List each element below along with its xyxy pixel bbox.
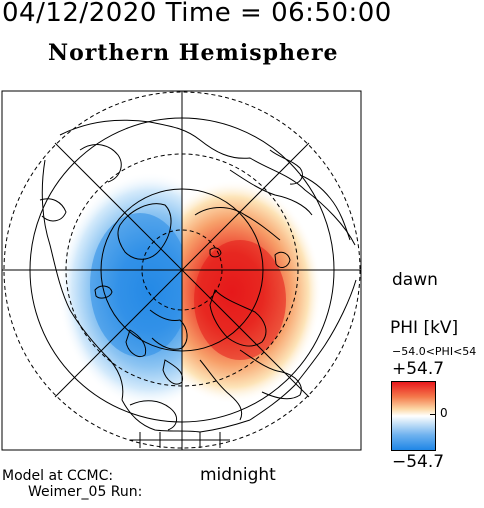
footer-run: Weimer_05 Run:: [28, 484, 143, 500]
midnight-label: midnight: [200, 465, 276, 485]
map-title: Northern Hemisphere: [48, 40, 339, 66]
colorbar: [391, 381, 436, 451]
colorbar-max: +54.7: [392, 359, 445, 379]
footer-model: Model at CCMC:: [2, 468, 114, 484]
dawn-label: dawn: [392, 270, 438, 290]
meridian-lines: [2, 91, 361, 450]
colorbar-title: PHI [kV]: [390, 318, 459, 338]
bottom-tick-marks: [130, 432, 230, 448]
coastlines: [39, 119, 357, 433]
colorbar-min: −54.7: [392, 452, 445, 472]
colorbar-range: −54.0<PHI<54: [392, 345, 477, 358]
header-datetime: 04/12/2020 Time = 06:50:00: [2, 0, 392, 28]
colorbar-zero-tick: [430, 414, 436, 415]
colorbar-zero: 0: [440, 406, 448, 420]
negative-potential-cell: [58, 172, 182, 408]
